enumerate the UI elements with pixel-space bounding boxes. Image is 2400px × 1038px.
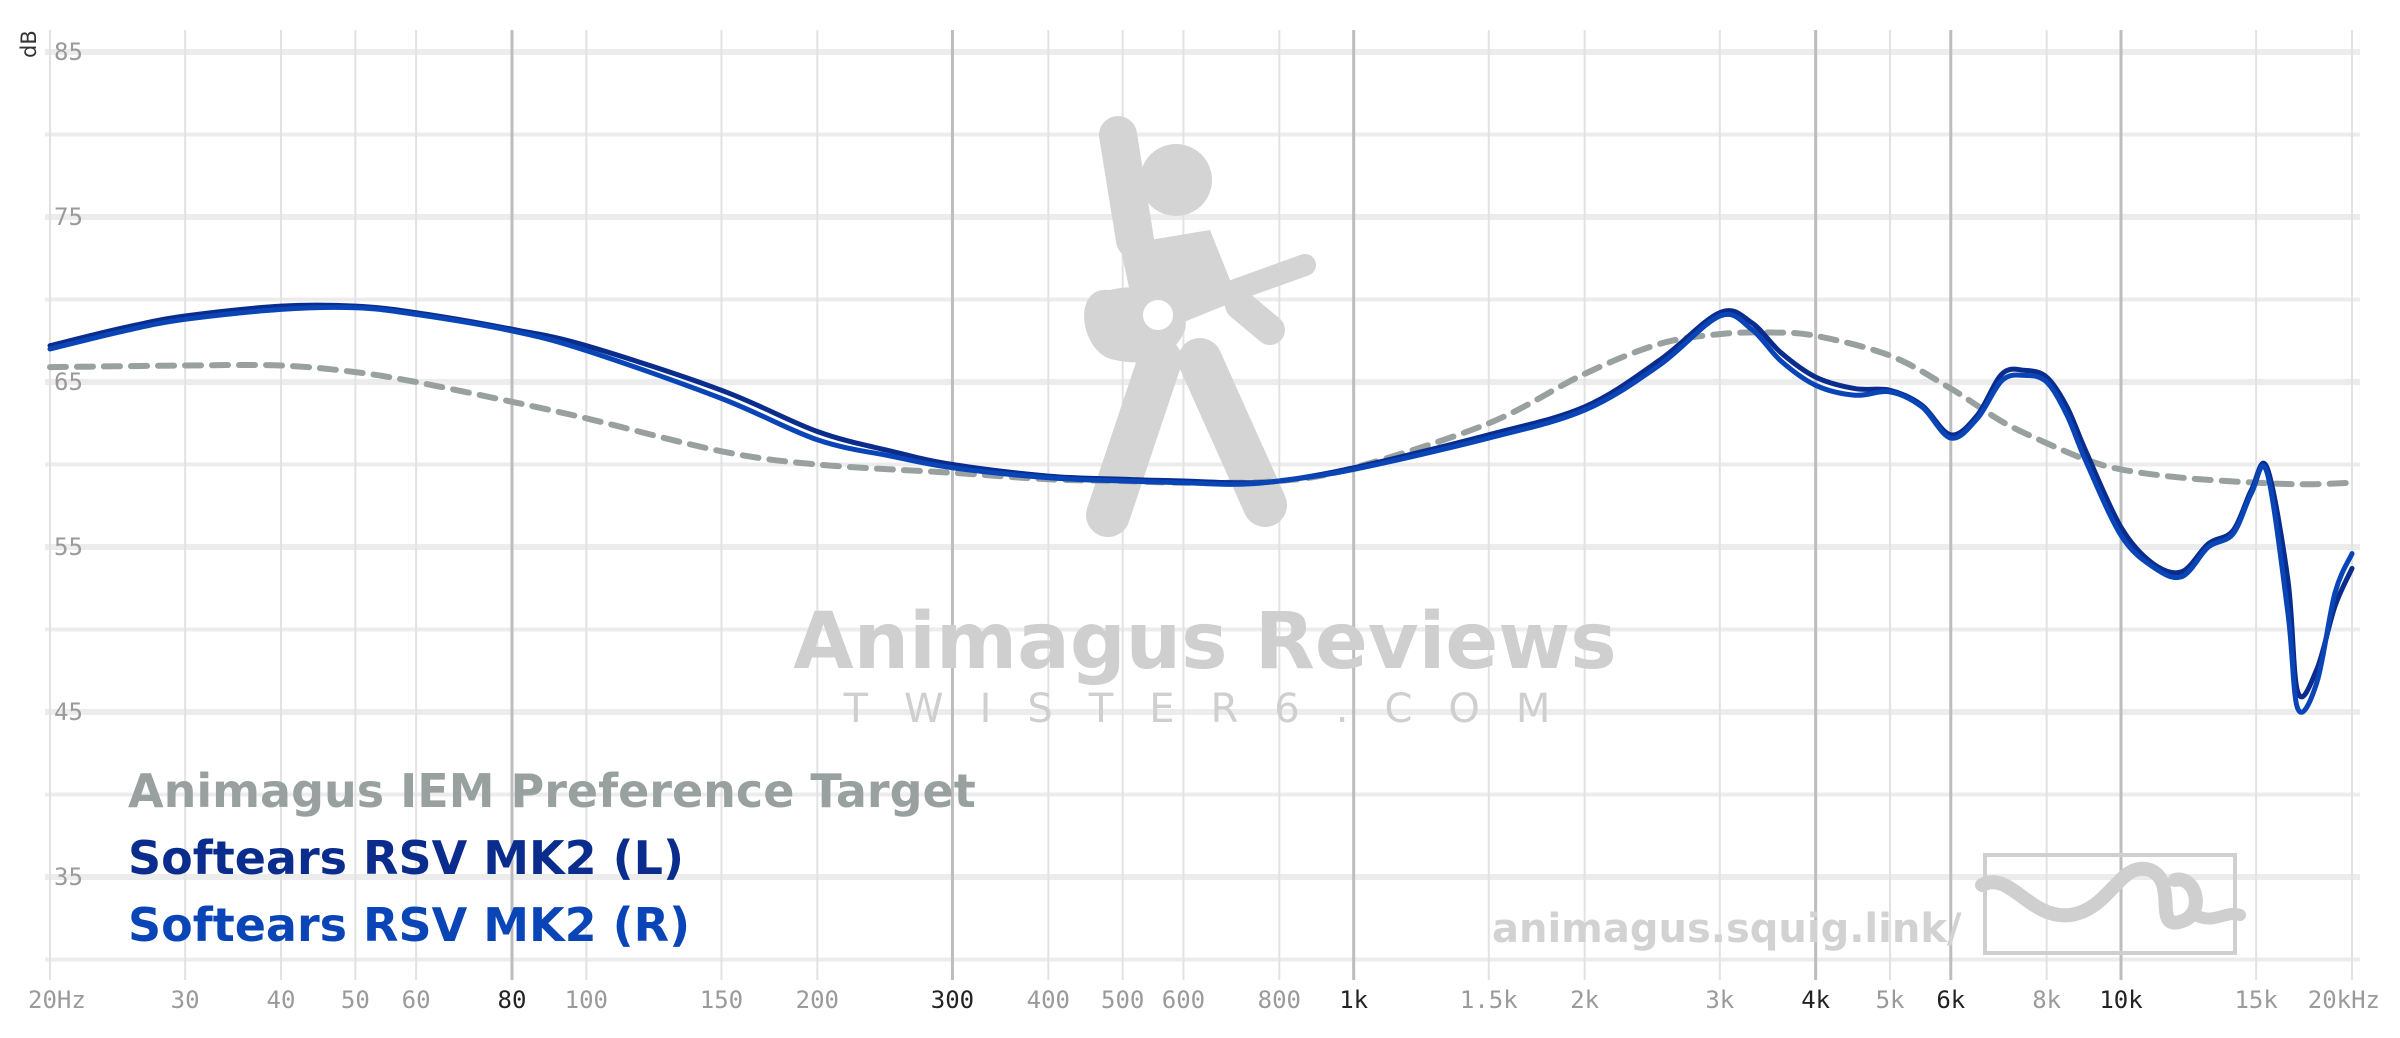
y-tick-label: 65	[54, 368, 83, 396]
x-tick-label: 8k	[2032, 986, 2061, 1014]
x-axis-ticks: 20Hz 30 40 50 60 80 100 150 200 300 400 500 600 800 1k…	[28, 986, 2380, 1014]
x-tick-label: 15k	[2234, 986, 2278, 1014]
x-tick-label: 100	[565, 986, 608, 1014]
squiggle-logo-icon	[1975, 853, 2246, 955]
x-tick-label: 3k	[1705, 986, 1734, 1014]
series-layer	[47, 302, 2355, 715]
legend: Animagus IEM Preference Target Softears …	[128, 764, 976, 952]
x-tick-label: 600	[1162, 986, 1205, 1014]
series-right-line	[47, 304, 2355, 715]
y-tick-label: 75	[54, 203, 83, 231]
x-tick-label: 300	[931, 986, 974, 1014]
vertical-grid	[49, 30, 2353, 980]
x-tick-label: 20kHz	[2308, 986, 2380, 1014]
x-tick-label: 20Hz	[28, 986, 86, 1014]
x-tick-label: 500	[1101, 986, 1144, 1014]
watermark-subtitle: TWISTER6.COM	[843, 686, 1587, 732]
y-tick-label: 85	[54, 38, 83, 66]
x-tick-label: 4k	[1801, 986, 1830, 1014]
x-tick-label: 50	[341, 986, 370, 1014]
legend-item-left: Softears RSV MK2 (L)	[128, 831, 684, 885]
x-tick-label: 80	[498, 986, 527, 1014]
x-tick-label: 400	[1027, 986, 1070, 1014]
y-axis-unit: dB	[17, 30, 41, 58]
x-tick-label: 6k	[1936, 986, 1965, 1014]
y-tick-label: 45	[54, 698, 83, 726]
y-tick-label: 35	[54, 863, 83, 891]
x-tick-label: 60	[402, 986, 431, 1014]
y-axis-ticks: 85 75 65 55 45 35	[54, 38, 83, 891]
watermark-url: animagus.squig.link/	[1492, 906, 1962, 952]
guitarist-icon	[1084, 116, 1316, 537]
x-tick-label: 200	[796, 986, 839, 1014]
x-tick-label: 40	[267, 986, 296, 1014]
y-tick-label: 55	[54, 533, 83, 561]
x-tick-label: 1.5k	[1460, 986, 1518, 1014]
series-left-line	[47, 302, 2355, 700]
x-tick-label: 2k	[1570, 986, 1599, 1014]
x-tick-label: 800	[1258, 986, 1301, 1014]
x-tick-label: 30	[171, 986, 200, 1014]
x-tick-label: 150	[700, 986, 743, 1014]
legend-item-right: Softears RSV MK2 (R)	[128, 898, 690, 952]
x-tick-label: 5k	[1876, 986, 1905, 1014]
legend-item-target: Animagus IEM Preference Target	[128, 764, 976, 818]
x-tick-label: 1k	[1339, 986, 1368, 1014]
watermark-title: Animagus Reviews	[793, 597, 1616, 687]
x-tick-label: 10k	[2099, 986, 2143, 1014]
